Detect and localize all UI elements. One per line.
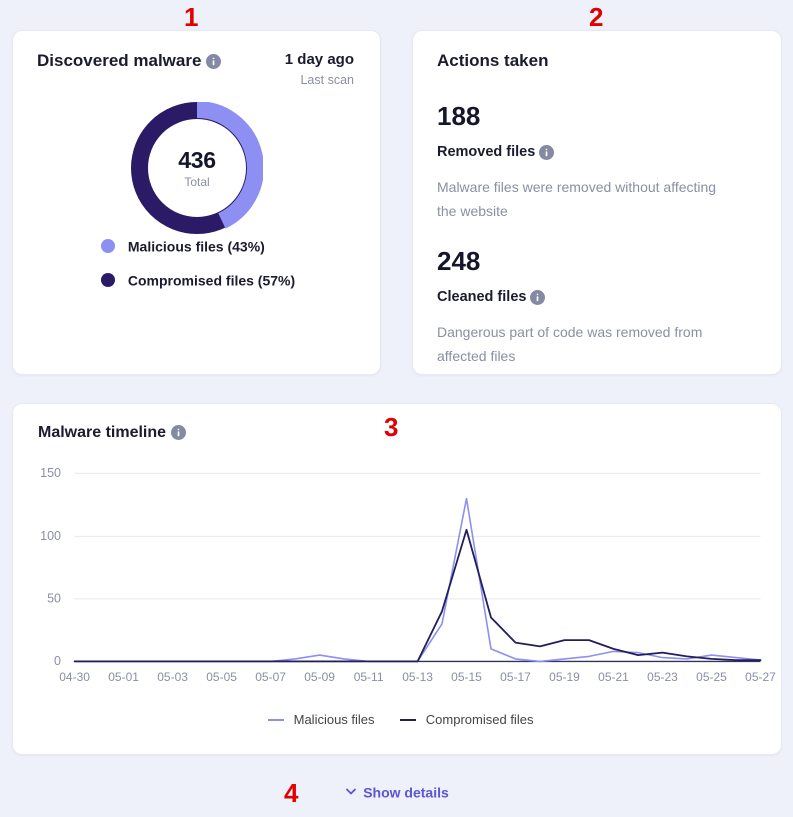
svg-text:50: 50 bbox=[47, 592, 61, 606]
svg-text:05-09: 05-09 bbox=[304, 670, 335, 684]
svg-text:05-07: 05-07 bbox=[255, 670, 286, 684]
svg-text:0: 0 bbox=[54, 654, 61, 668]
svg-text:05-17: 05-17 bbox=[500, 670, 531, 684]
svg-text:05-27: 05-27 bbox=[745, 670, 776, 684]
svg-text:150: 150 bbox=[40, 466, 61, 480]
svg-text:05-05: 05-05 bbox=[206, 670, 237, 684]
svg-text:05-23: 05-23 bbox=[647, 670, 678, 684]
svg-text:100: 100 bbox=[40, 529, 61, 543]
svg-text:05-19: 05-19 bbox=[549, 670, 580, 684]
svg-text:05-15: 05-15 bbox=[451, 670, 482, 684]
svg-text:05-25: 05-25 bbox=[696, 670, 727, 684]
svg-text:05-13: 05-13 bbox=[402, 670, 433, 684]
svg-text:05-11: 05-11 bbox=[354, 670, 384, 684]
svg-text:05-01: 05-01 bbox=[108, 670, 139, 684]
svg-text:04-30: 04-30 bbox=[59, 670, 90, 684]
svg-text:05-03: 05-03 bbox=[157, 670, 188, 684]
svg-text:05-21: 05-21 bbox=[598, 670, 629, 684]
